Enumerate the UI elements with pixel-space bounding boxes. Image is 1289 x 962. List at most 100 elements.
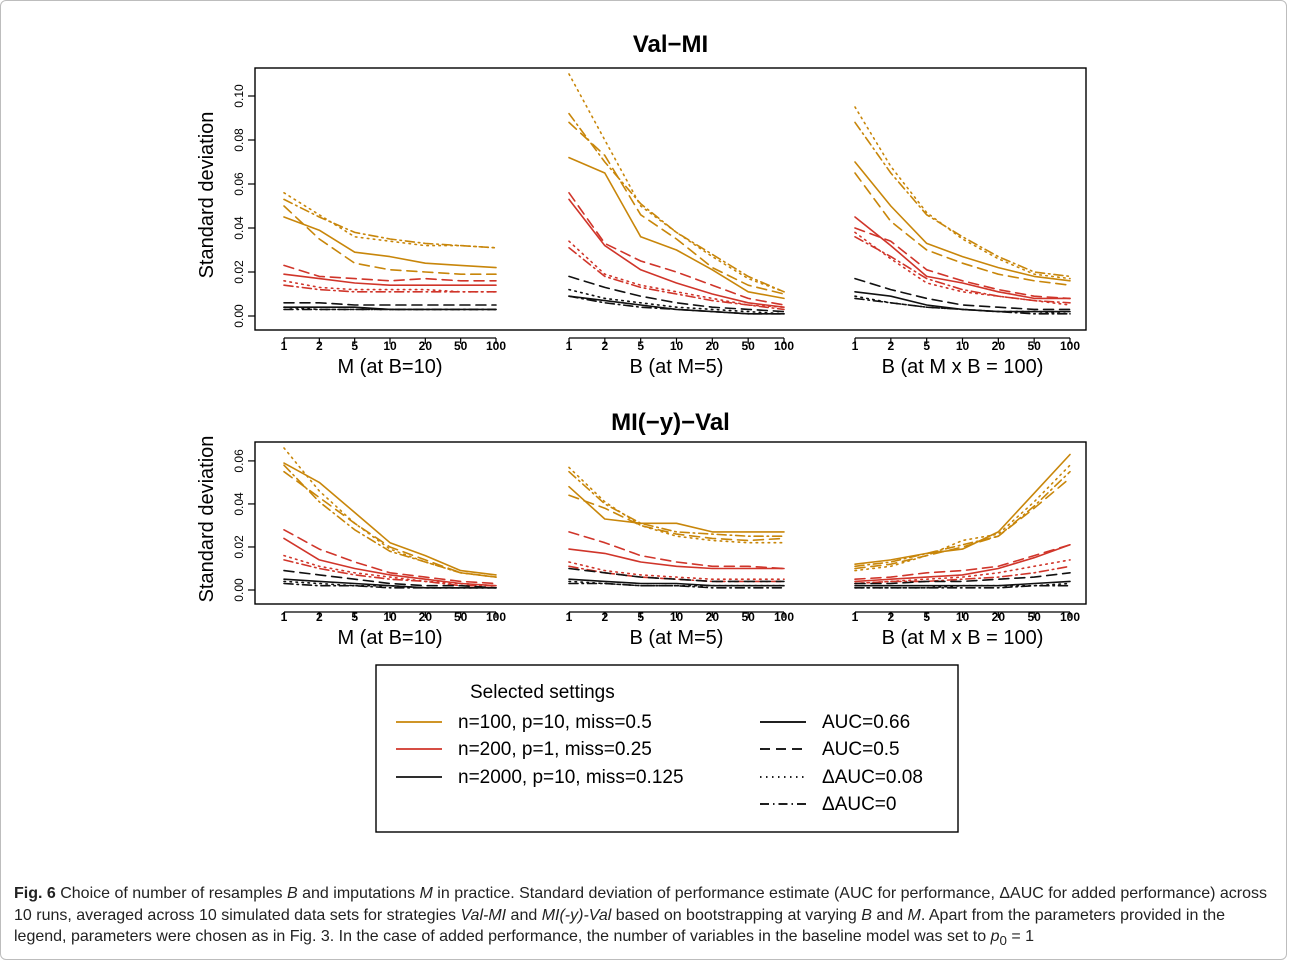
series-line — [283, 216, 497, 269]
x-tick-label: 20 — [706, 610, 720, 624]
x-tick-label: 1 — [566, 610, 573, 624]
series-line — [568, 531, 785, 570]
series-line — [854, 559, 1071, 585]
series-line — [568, 295, 785, 315]
x-tick-label: 10 — [956, 610, 970, 624]
series-line — [283, 470, 497, 578]
caption-run: Choice of number of resamples — [55, 885, 287, 902]
series-line — [854, 297, 1071, 315]
series-line — [854, 543, 1071, 581]
series-line — [568, 112, 785, 293]
caption-run: B — [861, 906, 872, 924]
series-line — [568, 470, 785, 538]
x-tick-label: 100 — [486, 339, 506, 353]
caption-run: in practice. Standard deviation of perfo… — [432, 885, 1000, 902]
series-line — [568, 121, 785, 295]
series-line — [283, 582, 497, 589]
caption-run: M — [907, 906, 921, 924]
caption-run: p — [990, 928, 1000, 945]
x-axis-label: B (at M x B = 100) — [882, 627, 1044, 649]
series-line — [854, 227, 1071, 300]
x-tick-label: 2 — [316, 339, 323, 353]
x-tick-label: 2 — [316, 610, 323, 624]
x-tick-label: 5 — [923, 339, 930, 353]
series-line — [283, 554, 497, 587]
y-tick-label: 0.00 — [232, 304, 246, 328]
series-line — [854, 477, 1071, 570]
x-tick-label: 1 — [852, 610, 859, 624]
series-line — [283, 192, 497, 249]
series-line — [568, 73, 785, 293]
x-tick-label: 2 — [601, 610, 608, 624]
y-axis-label: Standard deviation — [196, 112, 218, 279]
series-line — [854, 236, 1071, 304]
series-line — [568, 156, 785, 300]
series-line — [283, 306, 497, 311]
x-axis-label: B (at M x B = 100) — [882, 356, 1044, 378]
y-tick-label: 0.00 — [232, 578, 246, 602]
y-tick-label: 0.06 — [232, 449, 246, 473]
x-axis-label: B (at M=5) — [630, 627, 724, 649]
series-line — [854, 464, 1071, 572]
x-tick-label: 5 — [351, 610, 358, 624]
series-line — [568, 485, 785, 533]
x-tick-label: 1 — [281, 610, 288, 624]
series-line — [283, 264, 497, 282]
caption-run: based on bootstrapping at varying — [611, 906, 862, 924]
legend-metric-label: ΔAUC=0.08 — [822, 767, 923, 788]
x-tick-label: 50 — [1027, 610, 1041, 624]
series-line — [854, 571, 1071, 585]
y-tick-label: 0.10 — [232, 84, 246, 108]
series-line — [854, 216, 1071, 300]
series-line — [283, 528, 497, 585]
x-tick-label: 10 — [383, 339, 397, 353]
series-line — [283, 279, 497, 293]
legend-metric-label: AUC=0.66 — [822, 712, 910, 733]
chart-title: Val−MI — [633, 31, 708, 58]
series-line — [568, 466, 785, 544]
caption-run: M — [419, 885, 433, 902]
series-line — [854, 161, 1071, 282]
x-axis-label: M (at B=10) — [337, 627, 442, 649]
x-tick-label: 100 — [774, 339, 794, 353]
y-tick-label: 0.06 — [232, 172, 246, 196]
series-line — [854, 584, 1071, 589]
x-tick-label: 50 — [454, 339, 468, 353]
series-line — [568, 240, 785, 309]
series-line — [568, 567, 785, 583]
series-line — [854, 470, 1071, 568]
series-line — [568, 582, 785, 589]
series-line — [283, 569, 497, 589]
y-axis-label: Standard deviation — [196, 436, 218, 603]
y-tick-label: 0.04 — [232, 492, 246, 516]
x-tick-label: 10 — [383, 610, 397, 624]
x-axis-label: M (at B=10) — [337, 356, 442, 378]
x-tick-label: 1 — [566, 339, 573, 353]
x-tick-label: 5 — [351, 339, 358, 353]
series-line — [854, 543, 1071, 583]
x-tick-label: 50 — [454, 610, 468, 624]
x-tick-label: 100 — [486, 610, 506, 624]
series-line — [283, 301, 497, 306]
legend-setting-label: n=200, p=1, miss=0.25 — [458, 739, 652, 760]
x-tick-label: 2 — [601, 339, 608, 353]
legend-setting-label: n=100, p=10, miss=0.5 — [458, 712, 652, 733]
x-tick-label: 10 — [956, 339, 970, 353]
series-line — [854, 172, 1071, 287]
x-tick-label: 1 — [281, 339, 288, 353]
legend-title: Selected settings — [470, 682, 615, 703]
series-line — [568, 561, 785, 581]
caption-run: B — [287, 885, 298, 902]
y-tick-label: 0.08 — [232, 128, 246, 152]
x-tick-label: 5 — [637, 339, 644, 353]
y-tick-label: 0.04 — [232, 216, 246, 240]
x-tick-label: 5 — [637, 610, 644, 624]
x-tick-label: 1 — [852, 339, 859, 353]
series-line — [568, 247, 785, 311]
series-line — [568, 192, 785, 306]
x-tick-label: 20 — [992, 339, 1006, 353]
legend-metric-label: AUC=0.5 — [822, 739, 900, 760]
x-tick-label: 50 — [1027, 339, 1041, 353]
caption-run: AUC for added performance) across 10 run… — [14, 885, 1268, 924]
x-tick-label: 50 — [741, 610, 755, 624]
